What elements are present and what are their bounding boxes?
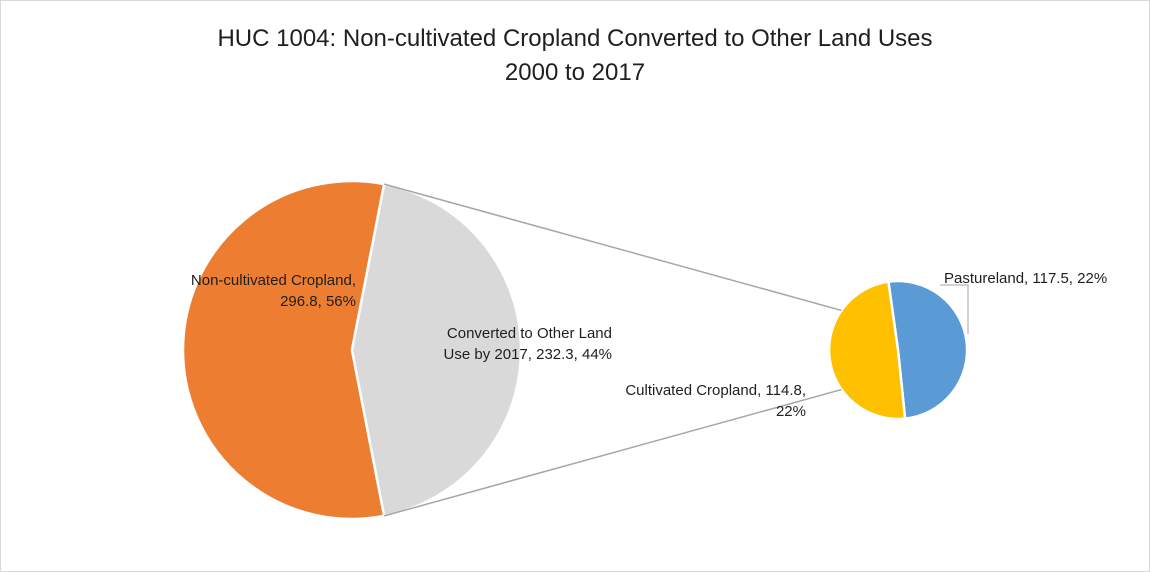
label-non-cultivated-cropland: Non-cultivated Cropland, 296.8, 56% [190, 272, 356, 310]
slice-pastureland [887, 279, 969, 420]
leader-line-pastureland [940, 284, 969, 334]
label-pastureland: Pastureland, 117.5, 22% [944, 270, 1108, 287]
chart-title: HUC 1004: Non-cultivated Cropland Conver… [0, 22, 1150, 90]
chart-title-line-2: 2000 to 2017 [504, 59, 646, 86]
slice-converted-to-other-land-use [350, 182, 523, 518]
slice-cultivated-cropland [827, 280, 907, 421]
label-converted-to-other-land-use: Converted to Other Land Use by 2017, 232… [443, 325, 612, 363]
chart-title-line-1: HUC 1004: Non-cultivated Cropland Conver… [217, 25, 933, 52]
connector-line-bottom [383, 388, 842, 517]
label-cultivated-cropland: Cultivated Cropland, 114.8, 22% [625, 382, 806, 420]
connector-line-top [383, 183, 842, 312]
slice-non-cultivated-cropland [181, 179, 386, 521]
